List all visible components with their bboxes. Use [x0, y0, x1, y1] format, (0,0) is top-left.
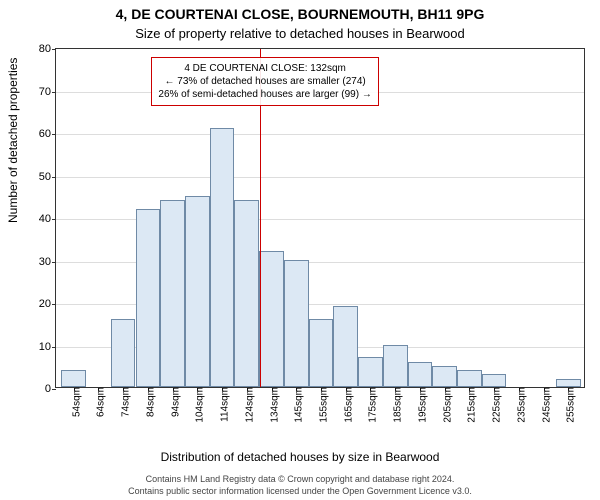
histogram-bar — [61, 370, 86, 387]
x-tick-label: 145sqm — [288, 387, 305, 423]
x-tick-label: 245sqm — [535, 387, 552, 423]
histogram-plot: 0102030405060708054sqm64sqm74sqm84sqm94s… — [55, 48, 585, 388]
x-tick-label: 175sqm — [362, 387, 379, 423]
x-tick-label: 235sqm — [510, 387, 527, 423]
x-tick-label: 155sqm — [313, 387, 330, 423]
y-tick-label: 70 — [39, 86, 56, 98]
histogram-bar — [234, 200, 259, 387]
histogram-bar — [284, 260, 309, 388]
x-tick-label: 215sqm — [461, 387, 478, 423]
histogram-bar — [383, 345, 408, 388]
y-tick-label: 60 — [39, 128, 56, 140]
x-tick-label: 94sqm — [164, 387, 181, 417]
x-tick-label: 74sqm — [115, 387, 132, 417]
y-axis-label: Number of detached properties — [6, 58, 20, 223]
annotation-line: 4 DE COURTENAI CLOSE: 132sqm — [158, 62, 371, 75]
histogram-bar — [408, 362, 433, 388]
x-tick-label: 104sqm — [189, 387, 206, 423]
histogram-bar — [259, 251, 284, 387]
histogram-bar — [309, 319, 334, 387]
x-tick-label: 205sqm — [436, 387, 453, 423]
y-tick-label: 40 — [39, 213, 56, 225]
x-tick-label: 64sqm — [90, 387, 107, 417]
annotation-box: 4 DE COURTENAI CLOSE: 132sqm← 73% of det… — [151, 57, 378, 106]
x-tick-label: 225sqm — [486, 387, 503, 423]
y-tick-label: 30 — [39, 256, 56, 268]
x-tick-label: 165sqm — [337, 387, 354, 423]
histogram-bar — [556, 379, 581, 388]
y-tick-label: 80 — [39, 43, 56, 55]
y-tick-label: 20 — [39, 298, 56, 310]
page-title: 4, DE COURTENAI CLOSE, BOURNEMOUTH, BH11… — [0, 6, 600, 22]
histogram-bar — [358, 357, 383, 387]
x-tick-label: 84sqm — [139, 387, 156, 417]
histogram-bar — [333, 306, 358, 387]
histogram-bar — [482, 374, 507, 387]
x-tick-label: 255sqm — [560, 387, 577, 423]
histogram-bar — [185, 196, 210, 387]
y-tick-label: 10 — [39, 341, 56, 353]
annotation-line: ← 73% of detached houses are smaller (27… — [158, 75, 371, 88]
x-tick-label: 124sqm — [238, 387, 255, 423]
histogram-bar — [432, 366, 457, 387]
y-tick-label: 0 — [45, 383, 56, 395]
x-tick-label: 54sqm — [65, 387, 82, 417]
histogram-bar — [457, 370, 482, 387]
x-tick-label: 114sqm — [214, 387, 231, 422]
attribution-line-2: Contains public sector information licen… — [0, 486, 600, 496]
y-tick-label: 50 — [39, 171, 56, 183]
histogram-bar — [160, 200, 185, 387]
x-tick-label: 185sqm — [387, 387, 404, 423]
x-tick-label: 195sqm — [411, 387, 428, 423]
attribution-line-1: Contains HM Land Registry data © Crown c… — [0, 474, 600, 484]
page-subtitle: Size of property relative to detached ho… — [0, 26, 600, 41]
annotation-line: 26% of semi-detached houses are larger (… — [158, 88, 371, 101]
x-tick-label: 134sqm — [263, 387, 280, 423]
x-axis-label: Distribution of detached houses by size … — [0, 450, 600, 464]
gridline — [56, 134, 584, 135]
histogram-bar — [111, 319, 136, 387]
histogram-bar — [210, 128, 235, 387]
gridline — [56, 177, 584, 178]
histogram-bar — [136, 209, 161, 388]
